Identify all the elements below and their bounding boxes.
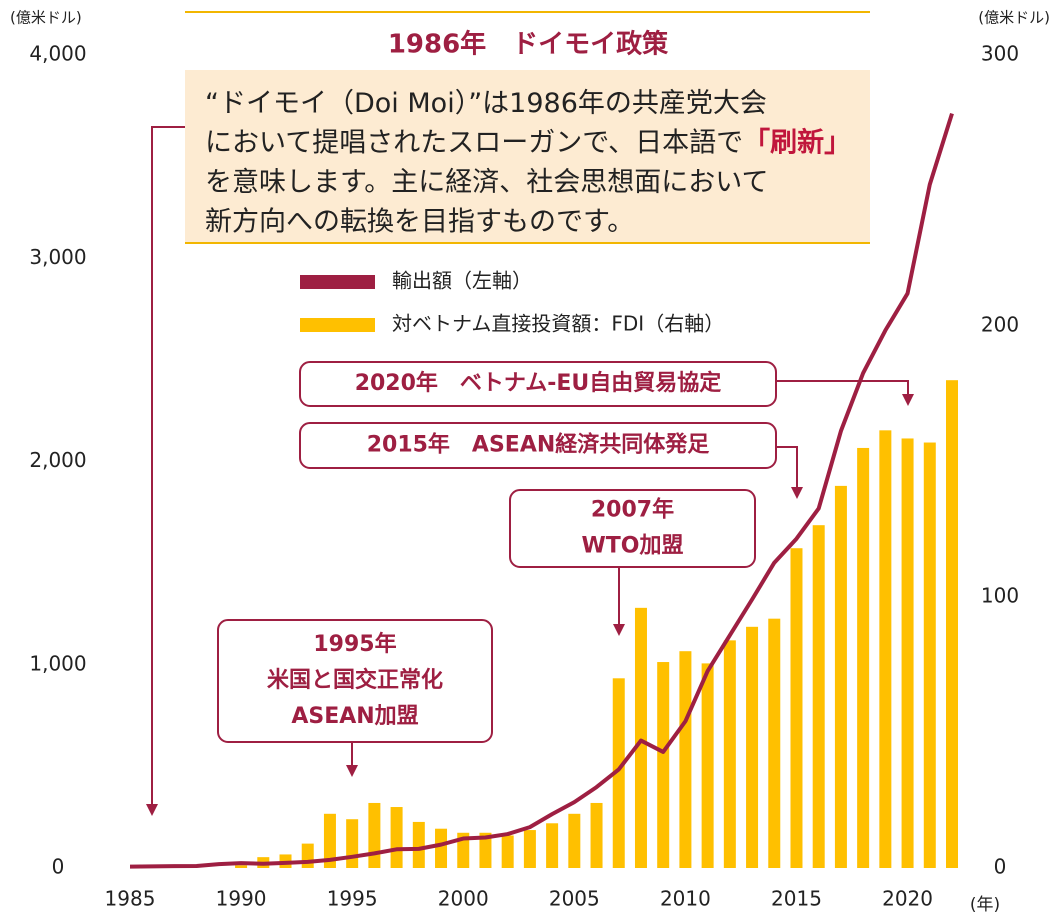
annotation-box — [299, 361, 777, 407]
y-tick-label: 0 — [52, 855, 65, 879]
y2-tick-label: 300 — [981, 42, 1019, 66]
overlay: 1986年 ドイモイ政策 輸出額（左軸） 対ベトナム直接投資額：FDI（右軸） “ド… — [146, 11, 914, 816]
annotation-text: WTO加盟 — [582, 534, 684, 559]
bar — [657, 662, 670, 868]
y-unit: (億米ドル) — [10, 9, 82, 27]
text-box — [185, 70, 870, 242]
bar — [590, 802, 603, 868]
legend-swatch — [300, 318, 375, 332]
y-tick-label: 4,000 — [29, 42, 86, 66]
x-tick-label: 1990 — [216, 887, 267, 911]
annotation-text: 2020年 ベトナム-EU自由貿易協定 — [355, 370, 722, 396]
annotation-box — [509, 489, 756, 568]
bar — [435, 828, 448, 868]
bar — [501, 835, 514, 868]
y2-tick-label: 100 — [981, 584, 1019, 608]
bar — [479, 832, 492, 868]
bar — [723, 640, 736, 868]
annotation-text: 米国と国交正常化 — [267, 667, 443, 693]
annotation-box — [217, 619, 493, 743]
x-tick-label: 2010 — [660, 887, 711, 911]
bar — [390, 807, 403, 868]
text-segment: 「刷新」 — [743, 126, 851, 158]
bar — [412, 821, 425, 868]
bar — [346, 819, 359, 868]
bar — [301, 843, 314, 868]
doimoi-text: を意味します。主に経済、社会思想面において — [205, 167, 769, 198]
bar — [634, 607, 647, 868]
text-segment: 新方向への転換を目指すものです。 — [205, 206, 634, 237]
text-segment: “ドイモイ（Doi Moi）”は1986年の共産党大会 — [205, 88, 767, 119]
x-tick-label: 1995 — [327, 887, 378, 911]
bar — [923, 442, 936, 868]
arrow-head — [346, 765, 358, 777]
arrow-line — [151, 126, 185, 814]
bar — [679, 651, 692, 868]
bar — [523, 830, 536, 868]
arrow-head — [902, 394, 914, 406]
x-tick-label: 2015 — [771, 887, 822, 911]
bar — [946, 380, 958, 868]
bar — [568, 813, 581, 868]
annotation-text: ASEAN加盟 — [291, 704, 418, 729]
doimoi-title: 1986年 ドイモイ政策 — [388, 29, 668, 60]
bar — [323, 813, 336, 868]
legend-label: 対ベトナム直接投資額：FDI（右軸） — [392, 312, 724, 336]
y2-tick-label: 200 — [981, 313, 1019, 337]
bar — [701, 663, 714, 868]
doimoi-text: において提唱されたスローガンで、日本語で「刷新」 — [205, 126, 851, 158]
annotation-text: 1995年 — [313, 631, 396, 657]
doimoi-text: “ドイモイ（Doi Moi）”は1986年の共産党大会 — [205, 88, 767, 119]
arrow-head — [791, 487, 803, 499]
bar — [879, 430, 892, 868]
bar — [746, 626, 759, 868]
x-tick-label: 1985 — [105, 887, 156, 911]
text-segment: において提唱されたスローガンで、日本語で — [205, 127, 743, 158]
legend-swatch — [300, 275, 375, 289]
bar — [790, 548, 803, 868]
x-tick-label: 2000 — [438, 887, 489, 911]
y2-tick-label: 0 — [994, 855, 1007, 879]
bar — [368, 802, 381, 868]
text-segment: を意味します。主に経済、社会思想面において — [205, 167, 769, 198]
plot: 0 1,000 2,000 3,000 4,000 0 100 200 300 1985 1990 1… — [29, 42, 1019, 911]
bar — [901, 438, 914, 868]
bar — [457, 832, 470, 868]
x-tick-label: 2005 — [549, 887, 600, 911]
arrow-line — [776, 446, 798, 497]
bar — [612, 678, 625, 868]
arrow-head — [613, 624, 625, 636]
annotation-text: 2015年 ASEAN経済共同体発足 — [367, 432, 710, 458]
annotation-box — [299, 422, 777, 469]
bar — [235, 865, 248, 868]
bar — [768, 618, 781, 868]
y-tick-label: 1,000 — [29, 651, 86, 675]
bar — [812, 525, 825, 868]
bar — [857, 447, 870, 868]
annotation-text: 2007年 — [591, 497, 674, 523]
line — [129, 112, 954, 869]
y-tick-label: 3,000 — [29, 245, 86, 269]
bar — [834, 485, 847, 868]
y2-unit: (億米ドル) — [978, 9, 1050, 27]
arrow-head — [146, 804, 158, 816]
x-tick-label: 2020 — [882, 887, 933, 911]
legend-label: 輸出額（左軸） — [392, 269, 532, 293]
x-unit: (年) — [970, 895, 1000, 915]
arrow-line — [776, 380, 909, 404]
y-tick-label: 2,000 — [29, 448, 86, 472]
bar — [546, 823, 559, 868]
doimoi-text: 新方向への転換を目指すものです。 — [205, 206, 634, 237]
